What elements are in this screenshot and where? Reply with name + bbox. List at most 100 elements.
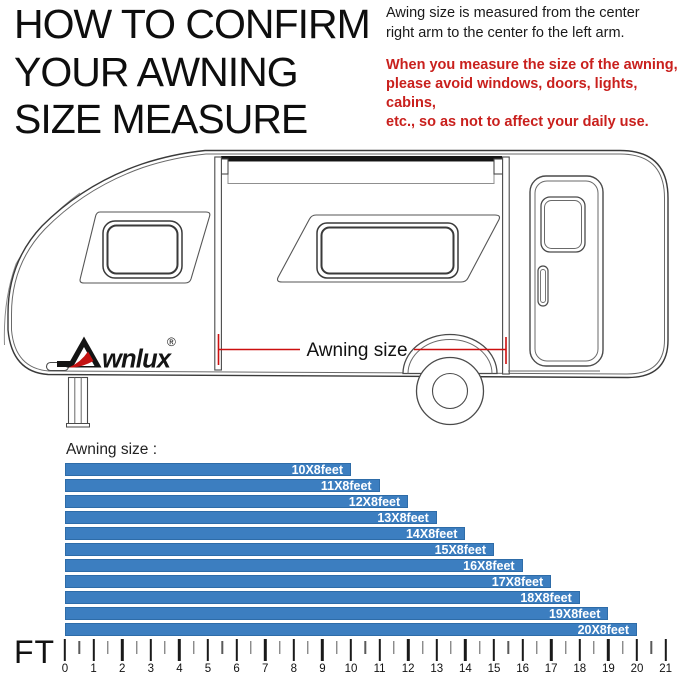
wheel-arch — [402, 333, 498, 375]
bar-16X8feet: 16X8feet — [65, 559, 523, 572]
bar-label: 15X8feet — [434, 542, 486, 557]
ruler-tick-19 — [607, 639, 610, 661]
tow-jack-foot — [66, 423, 90, 428]
ruler-tick-0 — [63, 639, 67, 661]
ruler-tick-label-7: 7 — [261, 663, 269, 675]
ruler-tick-18 — [578, 639, 581, 661]
ruler-tick-minor — [192, 641, 195, 654]
awning-roller-tube — [221, 156, 502, 162]
ruler-tick-label-5: 5 — [204, 663, 212, 675]
ruler-tick-3 — [149, 639, 152, 661]
ruler-tick-minor — [478, 641, 481, 654]
wheel-tire — [415, 356, 485, 426]
front-window-panel — [79, 211, 211, 284]
trailer-body-outline — [7, 149, 669, 379]
door-handle — [537, 265, 549, 307]
measure-annotation — [217, 334, 507, 365]
bar-label: 14X8feet — [405, 526, 458, 541]
trailer-nose-line — [3, 192, 81, 346]
ruler-tick-minor — [364, 641, 366, 654]
bar-13X8feet: 13X8feet — [65, 511, 437, 524]
ruler-tick-label-2: 2 — [118, 663, 126, 675]
ruler-tick-12 — [406, 639, 410, 661]
bar-17X8feet: 17X8feet — [65, 575, 552, 588]
ruler-tick-label-3: 3 — [147, 663, 154, 675]
ruler-tick-minor — [335, 641, 338, 654]
side-window-glass — [320, 226, 455, 275]
measure-warning: When you measure the size of the awning,… — [386, 56, 679, 132]
ruler-tick-minor — [78, 641, 80, 654]
ruler-tick-label-13: 13 — [430, 663, 444, 675]
ruler-tick-minor — [650, 641, 652, 654]
ruler-tick-minor — [621, 641, 624, 654]
chart-bars: 10X8feet 11X8feet 12X8feet 13X8feet 14X8feet… — [65, 463, 637, 636]
bar-14X8feet: 14X8feet — [65, 526, 466, 541]
bar-row: 15X8feet — [65, 543, 637, 556]
ruler-tick-minor — [393, 641, 395, 654]
bar-11X8feet: 11X8feet — [65, 479, 380, 492]
ruler-tick-8 — [292, 639, 295, 661]
ruler-tick-21 — [664, 639, 667, 661]
chart-title: Awning size : — [66, 441, 158, 458]
side-window-panel — [276, 214, 501, 283]
door — [529, 175, 604, 367]
ruler-tick-14 — [464, 639, 467, 661]
ruler-tick-16 — [521, 639, 524, 661]
ruler-unit-label: FT — [14, 634, 56, 670]
ruler-tick-label-20: 20 — [630, 663, 644, 675]
ruler-tick-1 — [92, 639, 95, 661]
ruler-tick-minor — [564, 641, 567, 654]
ruler-tick-label-15: 15 — [487, 663, 501, 675]
brand-logo: wnlux ® — [57, 335, 176, 374]
front-step — [45, 361, 70, 372]
ruler-tick-label-10: 10 — [344, 663, 358, 675]
ruler-tick-minor — [307, 641, 309, 654]
bar-label: 11X8feet — [320, 478, 372, 493]
bar-row: 13X8feet — [65, 511, 637, 524]
awning-valance — [227, 161, 495, 184]
ruler-tick-15 — [492, 639, 496, 661]
bar-row: 12X8feet — [65, 495, 637, 508]
ruler-tick-label-18: 18 — [573, 663, 587, 675]
ruler-tick-minor — [278, 641, 281, 654]
ruler-tick-17 — [549, 639, 553, 661]
ruler: 0 1 2 3 4 5 6 7 8 9 10 11 12 13 14 15 16 17 18 19 20 21 — [62, 639, 675, 677]
measure-warning-line-1: When you measure the size of the awning, — [386, 57, 678, 73]
bar-row: 18X8feet — [65, 591, 637, 604]
ruler-tick-minor — [221, 641, 223, 654]
ruler-tick-minor — [164, 641, 166, 654]
measure-warning-line-3: etc., so as not to affect your daily use… — [386, 114, 649, 130]
bar-12X8feet: 12X8feet — [65, 495, 409, 508]
bar-row: 19X8feet — [65, 607, 637, 620]
measure-label: Awning size — [306, 340, 407, 361]
brand-logo-a-inner — [73, 347, 95, 366]
bar-20X8feet: 20X8feet — [65, 623, 637, 636]
ruler-tick-13 — [435, 639, 438, 661]
bar-label: 19X8feet — [548, 606, 601, 621]
bar-row: 14X8feet — [65, 527, 637, 540]
ruler-tick-label-9: 9 — [319, 663, 326, 675]
bar-row: 20X8feet — [65, 623, 637, 636]
front-window-glass — [106, 224, 179, 275]
page-title-line-2: YOUR AWNING — [14, 48, 299, 95]
brand-logo-text: wnlux — [102, 346, 173, 374]
ruler-tick-2 — [120, 639, 124, 661]
bar-row: 16X8feet — [65, 559, 637, 572]
awning-end-cap-left — [217, 158, 229, 175]
ruler-tick-label-11: 11 — [373, 663, 386, 675]
brand-logo-underscore — [57, 361, 74, 367]
ruler-tick-minor — [593, 641, 595, 654]
door-handle-inner — [540, 269, 546, 303]
awning-end-cap-right — [493, 158, 505, 175]
ruler-tick-minor — [250, 641, 252, 654]
awning-arm-left — [214, 156, 222, 371]
bar-10X8feet: 10X8feet — [65, 463, 351, 476]
ruler-tick-label-14: 14 — [458, 663, 472, 675]
wheel-arch-inner — [407, 339, 493, 374]
ruler-tick-minor — [421, 641, 424, 654]
door-window — [540, 196, 586, 253]
bar-row: 17X8feet — [65, 575, 637, 588]
bar-label: 10X8feet — [291, 462, 343, 477]
ruler-tick-11 — [378, 639, 381, 661]
